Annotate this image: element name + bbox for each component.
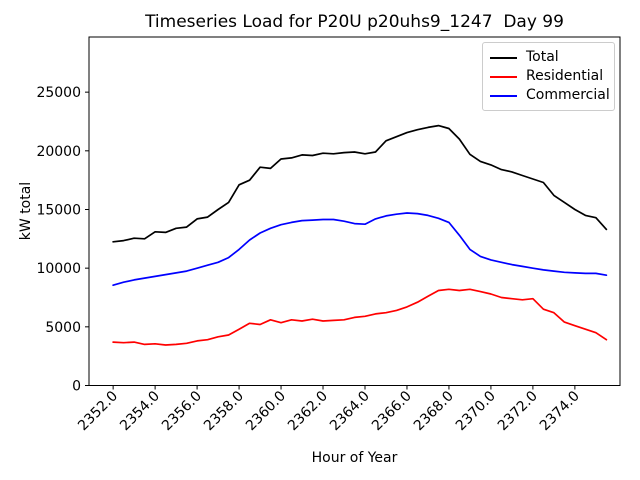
legend-entry-residential: Residential (490, 67, 608, 86)
y-tick-label: 25000 (36, 85, 81, 101)
y-tick-label: 10000 (36, 261, 81, 277)
legend-line-sample (490, 94, 517, 97)
x-tick-label: 2352.0 (75, 388, 121, 434)
x-tick-label: 2354.0 (117, 388, 163, 434)
legend-label: Residential (526, 68, 604, 84)
x-tick-label: 2372.0 (495, 388, 541, 434)
legend-label: Commercial (526, 87, 610, 103)
y-tick-label: 20000 (36, 144, 81, 160)
x-tick-label: 2358.0 (201, 388, 247, 434)
legend-entry-total: Total (490, 48, 608, 67)
y-axis-label: kW total (18, 181, 34, 241)
legend: Total Residential Commercial (482, 42, 615, 111)
x-tick-label: 2364.0 (327, 388, 373, 434)
y-tick-label: 15000 (36, 202, 81, 218)
legend-entry-commercial: Commercial (490, 86, 610, 105)
x-tick-label: 2370.0 (453, 388, 499, 434)
x-tick-label: 2374.0 (537, 388, 583, 434)
x-tick-label: 2368.0 (411, 388, 457, 434)
series-line-total (112, 124, 608, 243)
legend-label: Total (526, 49, 559, 65)
legend-line-sample (490, 75, 517, 78)
x-tick-label: 2366.0 (369, 388, 415, 434)
y-tick-label: 0 (72, 379, 81, 395)
x-tick-label: 2362.0 (285, 388, 331, 434)
y-tick-label: 5000 (45, 320, 81, 336)
axes-frame (88, 36, 621, 386)
x-axis-label: Hour of Year (311, 450, 398, 466)
x-tick-label: 2356.0 (159, 388, 205, 434)
series-line-commercial (112, 212, 608, 287)
series-line-residential (112, 288, 608, 346)
x-tick-label: 2360.0 (243, 388, 289, 434)
legend-line-sample (490, 56, 517, 59)
chart-title: Timeseries Load for P20U p20uhs9_1247 Da… (145, 12, 564, 32)
